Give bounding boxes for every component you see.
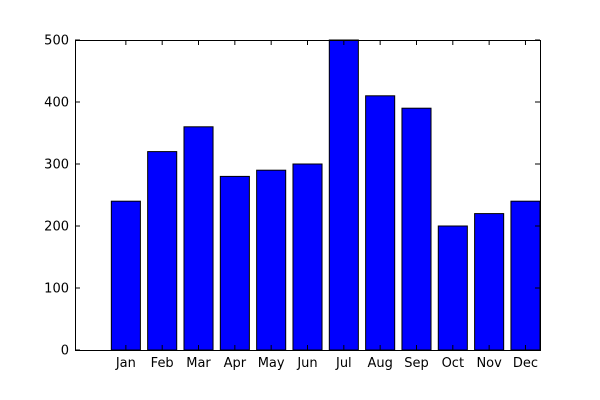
y-tick-label: 300 [44,158,69,173]
bar-jul [328,39,359,351]
x-tick-label: Mar [186,356,211,371]
bar-sep [401,107,432,351]
y-tick-label: 400 [44,96,69,111]
x-tick-label: Sep [404,356,429,371]
x-tick-label: Nov [476,356,502,371]
bar-mar [183,126,214,351]
bar-aug [365,95,396,351]
x-tick-label: Feb [151,356,174,371]
bar-nov [474,213,505,351]
bar-jan [110,200,141,351]
bars-layer [110,39,541,351]
y-tick-label: 100 [44,282,69,297]
x-tick-label: Jun [296,356,317,371]
x-axis: Jan Feb Mar Apr May Jun Jul Aug Sep Oct Nov Dec [115,40,538,371]
x-tick-label: Jan [115,356,136,371]
x-tick-label: Jul [335,356,352,371]
x-tick-label: Apr [224,356,247,371]
x-tick-label: Dec [513,356,538,371]
bar-oct [437,225,468,351]
x-tick-label: Aug [367,356,392,371]
bar-may [256,169,287,351]
bar-dec [510,200,541,351]
y-tick-label: 500 [44,34,69,49]
y-axis: 0 100 200 300 400 500 [44,34,540,359]
bar-jun [292,163,323,351]
x-tick-label: May [258,356,285,371]
bar-feb [147,151,178,351]
plot-frame [75,40,541,351]
y-tick-label: 0 [61,344,69,359]
y-tick-label: 200 [44,220,69,235]
x-tick-label: Oct [442,356,464,371]
bar-apr [219,175,250,351]
